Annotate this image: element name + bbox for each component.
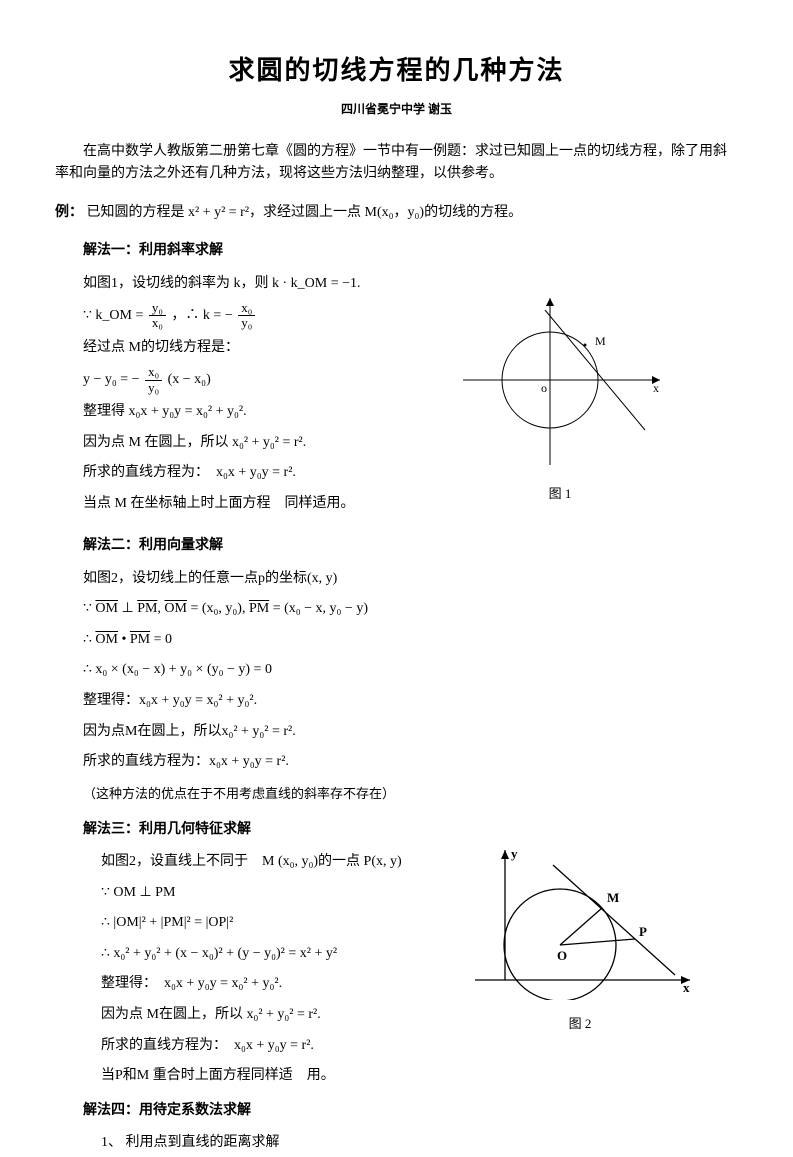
figure-2-svg: y x O M P (465, 840, 695, 1000)
svg-text:P: P (639, 924, 647, 939)
svg-text:x: x (653, 381, 659, 395)
m2-note: （这种方法的优点在于不用考虑直线的斜率存不存在） (83, 784, 738, 805)
intro-paragraph: 在高中数学人教版第二册第七章《圆的方程》一节中有一例题：求过已知圆上一点的切线方… (55, 141, 738, 186)
svg-text:o: o (541, 381, 547, 395)
method-4-heading: 解法四：用待定系数法求解 (83, 1100, 738, 1122)
figure-1: Mo x 图 1 (450, 290, 670, 505)
method-3-heading: 解法三：利用几何特征求解 (83, 819, 738, 841)
method-4: 解法四：用待定系数法求解 1、 利用点到直线的距离求解 (83, 1100, 738, 1157)
m2-line3: ∴ OM • PM = 0 (83, 627, 738, 654)
svg-text:x: x (683, 980, 690, 995)
m1-l4a: y − y₀ = − (83, 372, 140, 387)
figure-2-caption: 图 2 (465, 1014, 695, 1035)
svg-text:M: M (595, 334, 606, 348)
page-title: 求圆的切线方程的几种方法 (55, 50, 738, 92)
m1-l2b: ，∴ k = − (171, 308, 232, 323)
example-label: 例： (55, 205, 83, 220)
svg-text:O: O (557, 948, 567, 963)
figure-1-svg: Mo x (455, 290, 665, 470)
figure-1-caption: 图 1 (450, 484, 670, 505)
frac-num: x₀ (238, 301, 255, 316)
example-text: 已知圆的方程是 x² + y² = r²，求经过圆上一点 M(x₀，y₀)的切线… (87, 205, 523, 220)
example-line: 例： 已知圆的方程是 x² + y² = r²，求经过圆上一点 M(x₀，y₀)… (55, 200, 738, 227)
m3-line8: 当P和M 重合时上面方程同样适 用。 (101, 1063, 738, 1090)
m4-line1: 1、 利用点到直线的距离求解 (101, 1130, 738, 1157)
frac-num: x₀ (145, 365, 162, 380)
m1-frac2: x₀ y₀ (238, 301, 255, 331)
m2-line7: 所求的直线方程为：x₀x + y₀y = r². (83, 749, 738, 776)
m2-line5: 整理得：x₀x + y₀y = x₀² + y₀². (83, 688, 738, 715)
method-2-heading: 解法二：利用向量求解 (83, 535, 738, 557)
m1-l2a: ∵ k_OM = (83, 308, 147, 323)
svg-text:M: M (607, 890, 619, 905)
m3-line7: 所求的直线方程为： x₀x + y₀y = r². (101, 1033, 738, 1060)
svg-text:y: y (511, 846, 518, 861)
figure-2: y x O M P 图 2 (465, 840, 695, 1035)
m2-line4: ∴ x₀ × (x₀ − x) + y₀ × (y₀ − y) = 0 (83, 657, 738, 684)
frac-den: x₀ (149, 316, 166, 330)
m1-frac1: y₀ x₀ (149, 301, 166, 331)
m2-line6: 因为点M在圆上，所以x₀² + y₀² = r². (83, 719, 738, 746)
m1-l4b: (x − x₀) (168, 372, 211, 387)
page-subtitle: 四川省冕宁中学 谢玉 (55, 100, 738, 119)
frac-num: y₀ (149, 301, 166, 316)
frac-den: y₀ (238, 316, 255, 330)
m2-line1: 如图2，设切线上的任意一点p的坐标(x, y) (83, 566, 738, 593)
frac-den: y₀ (145, 381, 162, 395)
method-2: 解法二：利用向量求解 如图2，设切线上的任意一点p的坐标(x, y) ∵ OM … (83, 535, 738, 804)
m2-line2: ∵ OM ⊥ PM, OM = (x₀, y₀), PM = (x₀ − x, … (83, 596, 738, 623)
method-1-heading: 解法一：利用斜率求解 (83, 240, 738, 262)
m1-frac3: x₀ y₀ (145, 365, 162, 395)
